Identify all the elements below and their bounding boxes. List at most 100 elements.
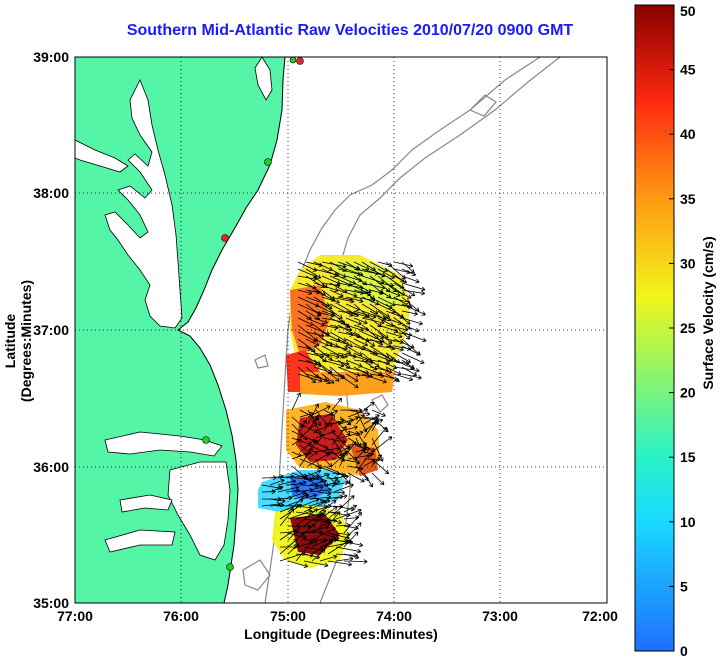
- velocity-arrow: [347, 408, 369, 418]
- velocity-arrow: [401, 331, 427, 343]
- velocity-arrow: [393, 261, 414, 268]
- velocity-arrow: [313, 317, 328, 325]
- x-tick-label: 77:00: [57, 608, 93, 624]
- velocity-arrow: [401, 317, 423, 326]
- velocity-arrow: [323, 413, 335, 432]
- station-marker: [264, 158, 272, 166]
- delaware-bay: [254, 57, 273, 101]
- velocity-arrow: [303, 560, 329, 568]
- velocity-arrow: [353, 338, 368, 347]
- velocity-arrow: [401, 345, 421, 356]
- velocity-arrow: [327, 539, 350, 555]
- velocity-arrow: [327, 560, 352, 567]
- velocity-arrow: [293, 505, 313, 510]
- velocity-arrow: [287, 560, 308, 569]
- velocity-arrow: [323, 409, 338, 418]
- pamlico-sound: [167, 461, 231, 561]
- velocity-arrow: [371, 409, 386, 417]
- velocity-arrow: [297, 373, 323, 383]
- velocity-arrow: [393, 289, 412, 299]
- velocity-arrow: [295, 540, 314, 562]
- potomac-river: [75, 139, 129, 173]
- velocity-arrow: [339, 445, 351, 453]
- velocity-arrow: [347, 441, 357, 453]
- velocity-arrow: [287, 509, 313, 520]
- velocity-arrow: [401, 310, 418, 316]
- y-tick-label: 35:00: [33, 595, 69, 611]
- velocity-arrow: [401, 352, 425, 364]
- velocity-arrow: [287, 532, 307, 540]
- velocity-arrow: [347, 472, 365, 483]
- velocity-arrow: [385, 331, 403, 339]
- velocity-arrow: [309, 477, 324, 483]
- velocity-arrow: [279, 504, 303, 520]
- velocity-arrow: [353, 282, 372, 294]
- velocity-arrow: [325, 490, 345, 495]
- velocity-arrow: [347, 409, 371, 417]
- station-marker: [226, 563, 234, 571]
- velocity-arrow: [401, 373, 422, 380]
- velocity-arrow: [299, 447, 313, 467]
- velocity-arrow: [287, 529, 299, 541]
- colorbar: [634, 4, 675, 652]
- velocity-arrow: [315, 422, 333, 432]
- velocity-arrow: [315, 429, 336, 439]
- y-tick-label: 37:00: [33, 322, 69, 338]
- colorbar-tick-label: 30: [680, 255, 696, 271]
- x-tick-label: 76:00: [163, 608, 199, 624]
- x-tick-label: 72:00: [582, 608, 618, 624]
- velocity-arrow: [307, 405, 331, 418]
- colorbar-tick-label: 40: [680, 126, 696, 142]
- velocity-arrow: [337, 289, 358, 298]
- velocity-arrow: [401, 282, 426, 292]
- x-tick-label: 73:00: [482, 608, 518, 624]
- velocity-arrow: [337, 338, 353, 348]
- velocity-arrow: [309, 479, 328, 486]
- velocity-arrow: [393, 275, 407, 284]
- velocity-arrow: [371, 454, 382, 467]
- velocity-arrow: [297, 317, 314, 327]
- velocity-arrow: [385, 373, 400, 383]
- velocity-arrow: [319, 554, 338, 562]
- velocity-arrow: [311, 527, 336, 541]
- velocity-arrow: [335, 495, 355, 513]
- colorbar-tick-label: 35: [680, 191, 696, 207]
- velocity-arrow: [293, 480, 307, 486]
- velocity-arrow: [327, 518, 342, 525]
- x-tick-label: 75:00: [270, 608, 306, 624]
- velocity-arrow: [343, 522, 362, 541]
- velocity-arrow: [291, 392, 301, 411]
- velocity-arrow: [339, 430, 364, 439]
- velocity-arrow: [393, 373, 414, 382]
- velocity-arrow: [301, 485, 324, 493]
- velocity-arrow: [287, 543, 300, 555]
- velocity-arrow: [303, 510, 327, 527]
- grid-lines: [75, 57, 607, 603]
- velocity-arrow: [371, 458, 390, 475]
- colorbar-tick-label: 45: [680, 62, 696, 78]
- velocity-arrow: [343, 504, 357, 513]
- velocity-arrow: [339, 451, 348, 467]
- station-marker: [202, 436, 210, 444]
- velocity-arrow: [331, 416, 351, 436]
- velocity-arrow: [313, 373, 331, 384]
- velocity-arrow: [297, 289, 313, 296]
- velocity-arrow: [343, 531, 359, 548]
- velocity-arrow: [303, 500, 327, 513]
- velocity-arrow: [371, 426, 388, 446]
- velocity-arrow: [331, 426, 347, 446]
- velocity-arrow: [307, 450, 318, 460]
- x-tick-label: 74:00: [376, 608, 412, 624]
- velocity-arrow: [315, 446, 341, 453]
- colorbar-tick-label: 5: [680, 578, 688, 594]
- velocity-arrow: [319, 535, 336, 555]
- velocity-arrow: [301, 498, 320, 507]
- velocity-arrow: [331, 397, 342, 411]
- velocity-arrow: [315, 433, 324, 446]
- velocity-arrow: [363, 472, 374, 488]
- velocity-arrow: [329, 268, 347, 278]
- velocity-arrow: [309, 487, 332, 493]
- velocity-arrow: [355, 454, 370, 474]
- velocity-arrow: [287, 492, 308, 513]
- neuse-river: [104, 529, 176, 553]
